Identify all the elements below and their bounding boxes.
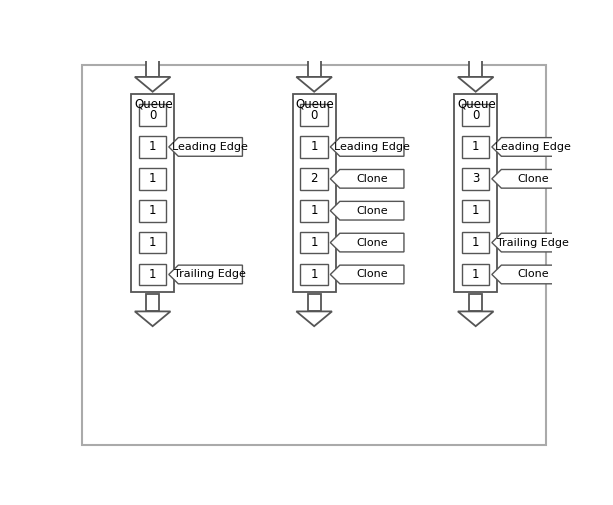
- FancyBboxPatch shape: [462, 232, 489, 254]
- Text: 1: 1: [310, 204, 318, 217]
- Text: 2: 2: [310, 172, 318, 185]
- Polygon shape: [135, 312, 170, 326]
- FancyBboxPatch shape: [300, 104, 328, 126]
- Text: 1: 1: [310, 140, 318, 154]
- Text: 0: 0: [310, 109, 318, 122]
- Text: 0: 0: [472, 109, 479, 122]
- Polygon shape: [296, 312, 332, 326]
- FancyBboxPatch shape: [462, 168, 489, 190]
- Text: 3: 3: [472, 172, 479, 185]
- Polygon shape: [330, 265, 404, 284]
- Text: Trailing Edge: Trailing Edge: [175, 270, 246, 279]
- FancyBboxPatch shape: [300, 136, 328, 158]
- Text: Leading Edge: Leading Edge: [334, 142, 410, 152]
- FancyBboxPatch shape: [139, 136, 166, 158]
- FancyBboxPatch shape: [139, 200, 166, 222]
- Text: 1: 1: [149, 172, 156, 185]
- Polygon shape: [492, 137, 565, 156]
- FancyBboxPatch shape: [462, 104, 489, 126]
- Text: Clone: Clone: [356, 237, 387, 247]
- Text: 1: 1: [472, 268, 479, 281]
- Polygon shape: [146, 294, 159, 312]
- Text: Queue: Queue: [295, 97, 334, 111]
- FancyBboxPatch shape: [139, 168, 166, 190]
- FancyBboxPatch shape: [462, 136, 489, 158]
- Polygon shape: [458, 312, 493, 326]
- Polygon shape: [169, 265, 242, 284]
- Text: 1: 1: [310, 236, 318, 249]
- Text: Queue: Queue: [134, 97, 173, 111]
- Text: 1: 1: [149, 140, 156, 154]
- Polygon shape: [330, 137, 404, 156]
- Text: 1: 1: [149, 268, 156, 281]
- Polygon shape: [458, 77, 493, 92]
- Text: Clone: Clone: [356, 174, 387, 184]
- Text: 1: 1: [472, 204, 479, 217]
- Text: 1: 1: [310, 268, 318, 281]
- FancyBboxPatch shape: [139, 104, 166, 126]
- Polygon shape: [330, 201, 404, 220]
- FancyBboxPatch shape: [462, 264, 489, 285]
- Text: 1: 1: [149, 236, 156, 249]
- Polygon shape: [492, 170, 565, 188]
- FancyBboxPatch shape: [300, 168, 328, 190]
- FancyBboxPatch shape: [454, 93, 497, 292]
- FancyBboxPatch shape: [300, 264, 328, 285]
- FancyBboxPatch shape: [293, 93, 335, 292]
- Text: Queue: Queue: [457, 97, 496, 111]
- Text: 1: 1: [472, 140, 479, 154]
- Text: Trailing Edge: Trailing Edge: [498, 237, 569, 247]
- FancyBboxPatch shape: [300, 200, 328, 222]
- Polygon shape: [146, 56, 159, 77]
- Text: Clone: Clone: [356, 206, 387, 216]
- Polygon shape: [492, 265, 565, 284]
- Text: 1: 1: [149, 204, 156, 217]
- Polygon shape: [469, 294, 482, 312]
- Text: 1: 1: [472, 236, 479, 249]
- Polygon shape: [135, 77, 170, 92]
- FancyBboxPatch shape: [82, 65, 546, 445]
- Polygon shape: [296, 77, 332, 92]
- Polygon shape: [308, 294, 321, 312]
- Text: Leading Edge: Leading Edge: [495, 142, 571, 152]
- Text: Clone: Clone: [517, 270, 549, 279]
- Polygon shape: [330, 233, 404, 252]
- FancyBboxPatch shape: [139, 232, 166, 254]
- Polygon shape: [330, 170, 404, 188]
- Text: 0: 0: [149, 109, 156, 122]
- FancyBboxPatch shape: [462, 200, 489, 222]
- Text: Clone: Clone: [356, 270, 387, 279]
- Polygon shape: [169, 137, 242, 156]
- Text: Clone: Clone: [517, 174, 549, 184]
- Polygon shape: [469, 56, 482, 77]
- FancyBboxPatch shape: [139, 264, 166, 285]
- Text: Leading Edge: Leading Edge: [172, 142, 248, 152]
- Polygon shape: [492, 233, 565, 252]
- FancyBboxPatch shape: [131, 93, 174, 292]
- Polygon shape: [308, 56, 321, 77]
- FancyBboxPatch shape: [300, 232, 328, 254]
